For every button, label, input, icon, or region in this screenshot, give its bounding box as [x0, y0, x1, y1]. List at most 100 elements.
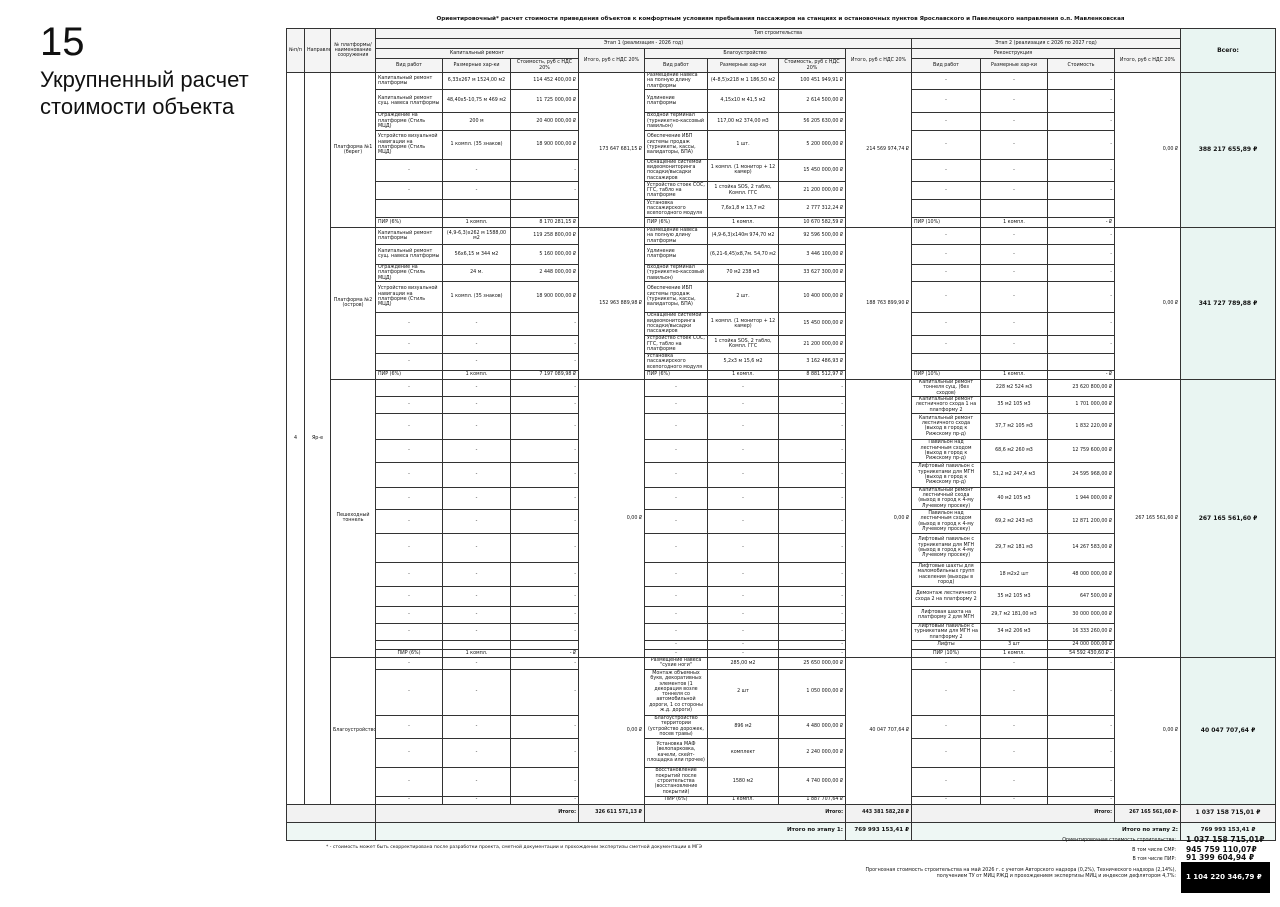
cap-size: 1 компл. (35 знаков): [442, 129, 511, 160]
cap-work-type: ПИР (6%): [375, 217, 443, 229]
recon-size: -: [980, 334, 1048, 354]
blago-work-type: -: [644, 640, 708, 651]
blago-size: (6,21-6,45)х8,7м. 54,70 м2: [707, 243, 779, 265]
recon-work-type: Капитальный ремонт лестничного схода (вы…: [911, 412, 981, 440]
blago-work-type: -: [644, 623, 708, 642]
object-total: 388 217 655,89 ₽: [1180, 71, 1277, 229]
recon-size: -: [980, 311, 1048, 336]
blago-cost: -: [778, 412, 846, 440]
table-row: ПИР (6%) 1 компл. - ₽ - - - ПИР (10%) 1 компл. 5…: [287, 649, 1276, 659]
cap-work-type: Капитальный ремонт сущ. навеса платформы: [375, 243, 443, 265]
recon-work-type: Лифты: [911, 640, 981, 651]
blago-subtotal: 40 047 707,64 ₽: [845, 657, 912, 805]
cap-cost: -: [510, 668, 579, 716]
blago-size: (4,9-6,3)х140м 974,70 м2: [707, 227, 779, 245]
recon-cost: -: [1047, 668, 1115, 716]
recon-work-type: -: [911, 795, 981, 805]
header-col: Размерные хар-ки: [442, 58, 511, 73]
header-col: Итого, руб с НДС 20%: [845, 48, 912, 73]
header-col: Размерные хар-ки: [980, 58, 1048, 73]
blago-subtotal: 0,00 ₽: [845, 378, 912, 659]
cap-cost: -: [510, 766, 579, 797]
recon-work-type: Лифтовый павильон с турникетами для МГН …: [911, 533, 981, 564]
slide-title: Укрупненный расчет стоимости объекта: [40, 67, 249, 119]
table-row: - - - Благоустройство территории (устройств…: [287, 714, 1276, 739]
blago-work-type: Установка пассажирского всепогодного мод…: [644, 199, 708, 219]
slide-number: 15: [40, 20, 85, 64]
forecast-label: Прогнозная стоимость строительства на ма…: [865, 868, 1177, 879]
grand-total: 1 037 158 715,01 ₽: [1180, 803, 1277, 823]
recon-subtotal: 0,00 ₽: [1113, 227, 1182, 380]
blago-cost: -: [778, 562, 846, 588]
blago-size: 1 компл.: [707, 369, 779, 380]
object-name: Пешеходный тоннель: [330, 378, 376, 659]
recon-size: [980, 199, 1048, 219]
cap-cost: [510, 640, 579, 651]
recon-cost: 24 000 000,00 ₽: [1047, 640, 1115, 651]
blago-cost: -: [778, 586, 846, 608]
table-row: - - - Установка МАФ (велопарковка, качели, …: [287, 737, 1276, 768]
table-row: - - - - - - Лифтовый павильон с турникетами дл…: [287, 623, 1276, 642]
table-row: Платформа №2 (остров) Капитальный ремонт …: [287, 227, 1277, 380]
recon-cost: -: [1047, 243, 1115, 265]
recon-cost: [1047, 352, 1115, 371]
header-num: №п/п: [286, 28, 305, 73]
stage1-total-label: Итого по этапу 1:: [375, 821, 846, 841]
cap-work-type: Капитальный ремонт платформы: [375, 72, 443, 90]
header-col: Вид работ: [375, 58, 443, 73]
cap-cost: -: [510, 533, 579, 564]
object-name: Благоустройство: [330, 657, 376, 805]
recon-cost: 1 944 000,00 ₽: [1047, 486, 1115, 511]
blago-size: -: [707, 649, 779, 659]
cap-cost: -: [510, 158, 579, 183]
recon-cost: -: [1047, 737, 1115, 768]
header-platform: № платформы/наименование сооружения: [330, 28, 376, 73]
cap-work-type: -: [375, 181, 443, 201]
table-row: - - - Монтаж объемных букв, декоративных эл…: [287, 668, 1276, 716]
header-stage2: Этап 2 (реализация с 2026 по 2027 год): [910, 38, 1182, 49]
recon-work-type: -: [911, 766, 981, 797]
recon-size: 1 компл.: [980, 649, 1048, 659]
cap-work-type: -: [375, 461, 443, 488]
table-row: - - - Оснащение системой видеомониторинга п…: [287, 158, 1276, 183]
recon-size: 35 м2 105 м3: [980, 395, 1048, 414]
blago-cost: 3 162 486,93 ₽: [778, 352, 846, 371]
recon-size: 18 м2х2 шт: [980, 562, 1048, 588]
blago-size: -: [707, 562, 779, 588]
recon-size: 1 компл.: [980, 217, 1048, 229]
cap-cost: - ₽: [510, 649, 579, 659]
recon-cost: 16 333 260,00 ₽: [1047, 623, 1115, 642]
cap-subtotal: 0,00 ₽: [578, 657, 645, 805]
recon-work-type: -: [911, 243, 981, 265]
recon-size: 34 м2 206 м3: [980, 623, 1048, 642]
table-row: Пешеходный тоннель - - -0,00 ₽ - - -0,00 ₽ Капи…: [287, 378, 1277, 659]
recon-cost: -: [1047, 334, 1115, 354]
cap-work-type: -: [375, 562, 443, 588]
blago-work-type: Установка МАФ (велопарковка, качели, ске…: [644, 737, 708, 768]
blago-cost: -: [778, 395, 846, 414]
recon-cost: 12 759 600,00 ₽: [1047, 438, 1115, 463]
blago-work-type: -: [644, 606, 708, 625]
cap-work-type: -: [375, 606, 443, 625]
blago-work-type: Размещение навеса на полную длину платфо…: [644, 72, 708, 90]
blago-size: -: [707, 438, 779, 463]
recon-work-type: [911, 199, 981, 219]
blago-cost: -: [778, 438, 846, 463]
cap-cost: -: [510, 486, 579, 511]
blago-work-type: -: [644, 533, 708, 564]
cap-size: -: [442, 412, 511, 440]
recon-subtotal: 0,00 ₽: [1113, 71, 1182, 229]
recon-work-type: Лифтовая шахта на платформу 2 для МГН: [911, 606, 981, 625]
table-row: - - - - - - Лифтовые шахты для маломобильных г…: [287, 562, 1276, 588]
header-col: Итого, руб с НДС 20%: [1113, 48, 1182, 73]
blago-work-type: Входной терминал (турникетно-кассовый па…: [644, 263, 708, 282]
recon-size: 1 компл.: [980, 369, 1048, 380]
blago-size: комплект: [707, 737, 779, 768]
table-row: - - - Восстановление покрытий после строите…: [287, 766, 1276, 797]
cap-size: 1 компл.: [442, 217, 511, 229]
summary-value: 945 759 110,07₽: [1186, 845, 1257, 854]
row-number: 4: [286, 72, 305, 805]
recon-work-type: -: [911, 72, 981, 90]
cap-work-type: Ограждение на платформе (Стиль МЦД): [375, 263, 443, 282]
recon-work-type: -: [911, 181, 981, 201]
